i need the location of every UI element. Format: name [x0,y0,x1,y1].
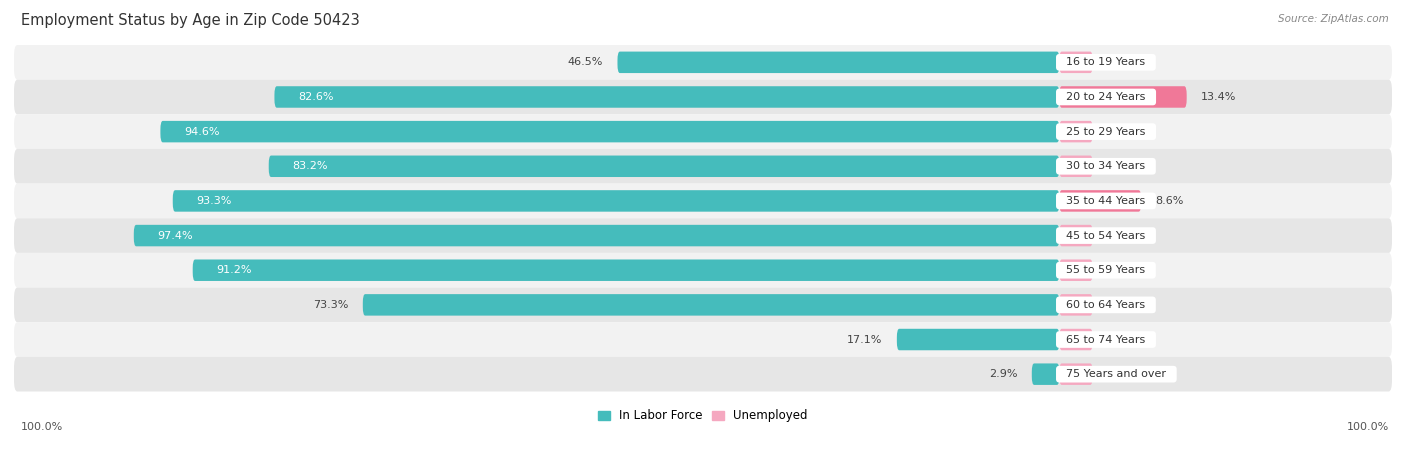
Text: 91.2%: 91.2% [217,265,252,275]
Text: 65 to 74 Years: 65 to 74 Years [1059,334,1153,345]
Text: Employment Status by Age in Zip Code 50423: Employment Status by Age in Zip Code 504… [21,14,360,28]
Text: 75 Years and over: 75 Years and over [1059,369,1174,379]
Text: 83.2%: 83.2% [292,161,328,171]
Text: 0.0%: 0.0% [1107,126,1135,137]
FancyBboxPatch shape [14,184,1392,218]
Text: 16 to 19 Years: 16 to 19 Years [1059,57,1153,68]
Text: 82.6%: 82.6% [298,92,333,102]
FancyBboxPatch shape [1059,225,1092,246]
Text: 0.0%: 0.0% [1107,300,1135,310]
Text: 25 to 29 Years: 25 to 29 Years [1059,126,1153,137]
Text: 13.4%: 13.4% [1201,92,1236,102]
FancyBboxPatch shape [1059,364,1092,385]
Text: 0.0%: 0.0% [1107,334,1135,345]
Text: 20 to 24 Years: 20 to 24 Years [1059,92,1153,102]
FancyBboxPatch shape [897,329,1059,350]
FancyBboxPatch shape [1032,364,1059,385]
FancyBboxPatch shape [14,357,1392,392]
Text: Source: ZipAtlas.com: Source: ZipAtlas.com [1278,14,1389,23]
FancyBboxPatch shape [274,86,1059,108]
FancyBboxPatch shape [1059,329,1092,350]
Text: 0.0%: 0.0% [1107,161,1135,171]
FancyBboxPatch shape [1059,156,1092,177]
Text: 1.0%: 1.0% [1107,230,1135,241]
Text: 3.0%: 3.0% [1107,57,1135,68]
FancyBboxPatch shape [1059,294,1092,315]
Text: 8.6%: 8.6% [1156,196,1184,206]
Text: 0.0%: 0.0% [1107,265,1135,275]
Text: 46.5%: 46.5% [568,57,603,68]
FancyBboxPatch shape [14,218,1392,253]
Text: 45 to 54 Years: 45 to 54 Years [1059,230,1153,241]
Text: 35 to 44 Years: 35 to 44 Years [1059,196,1153,206]
FancyBboxPatch shape [1059,86,1187,108]
Text: 100.0%: 100.0% [1347,422,1389,432]
Text: 55 to 59 Years: 55 to 59 Years [1059,265,1153,275]
FancyBboxPatch shape [173,190,1059,212]
FancyBboxPatch shape [1059,190,1142,212]
FancyBboxPatch shape [363,294,1059,315]
FancyBboxPatch shape [14,322,1392,357]
FancyBboxPatch shape [1059,52,1092,73]
FancyBboxPatch shape [134,225,1059,246]
Text: 93.3%: 93.3% [197,196,232,206]
FancyBboxPatch shape [1059,260,1092,281]
Text: 30 to 34 Years: 30 to 34 Years [1059,161,1153,171]
Text: 60 to 64 Years: 60 to 64 Years [1059,300,1153,310]
Text: 0.0%: 0.0% [1107,369,1135,379]
FancyBboxPatch shape [14,114,1392,149]
FancyBboxPatch shape [193,260,1059,281]
Text: 100.0%: 100.0% [21,422,63,432]
Text: 97.4%: 97.4% [157,230,193,241]
Legend: In Labor Force, Unemployed: In Labor Force, Unemployed [593,405,813,427]
FancyBboxPatch shape [160,121,1059,142]
Text: 73.3%: 73.3% [314,300,349,310]
Text: 17.1%: 17.1% [848,334,883,345]
FancyBboxPatch shape [14,149,1392,184]
FancyBboxPatch shape [14,45,1392,80]
FancyBboxPatch shape [14,253,1392,288]
FancyBboxPatch shape [1059,121,1092,142]
Text: 94.6%: 94.6% [184,126,219,137]
FancyBboxPatch shape [14,80,1392,114]
FancyBboxPatch shape [14,288,1392,322]
Text: 2.9%: 2.9% [988,369,1018,379]
FancyBboxPatch shape [269,156,1059,177]
FancyBboxPatch shape [617,52,1059,73]
